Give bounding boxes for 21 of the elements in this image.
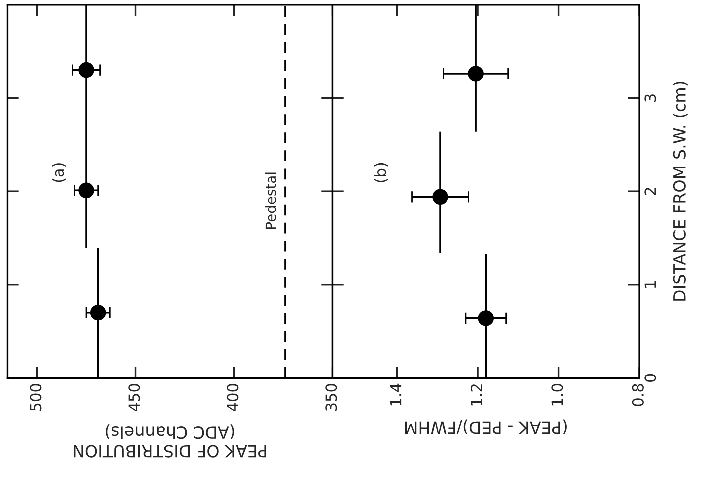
point [432, 189, 448, 206]
y-tick-label: 1 [644, 281, 656, 288]
x-tick-label: 450 [128, 384, 140, 412]
x-tick-label: 0.8 [632, 384, 644, 406]
x-tick-label: 500 [30, 384, 42, 412]
ref-line-label: Pedestal [266, 172, 276, 229]
x-tick-label: 1.2 [470, 384, 482, 406]
x-axis-title: PEAK OF DISTRIBUTION (ADC Channels) [74, 424, 266, 458]
x-tick-label: 350 [326, 384, 338, 412]
y-axis-title: DISTANCE FROM S.W. (cm) [673, 82, 688, 301]
x-tick-label: 1.4 [390, 384, 402, 406]
point [478, 310, 494, 326]
y-tick-label: 2 [644, 188, 656, 196]
point [468, 66, 484, 82]
y-tick-label: 3 [644, 94, 656, 102]
x-tick-label: 1.0 [552, 384, 564, 406]
x-axis-title: (PEAK - PED)/FWHM [405, 420, 567, 435]
y-tick-label: 0 [644, 374, 656, 382]
annotation: (a) [52, 164, 66, 182]
annotation: (b) [374, 163, 388, 182]
x-tick-label: 400 [227, 384, 239, 412]
